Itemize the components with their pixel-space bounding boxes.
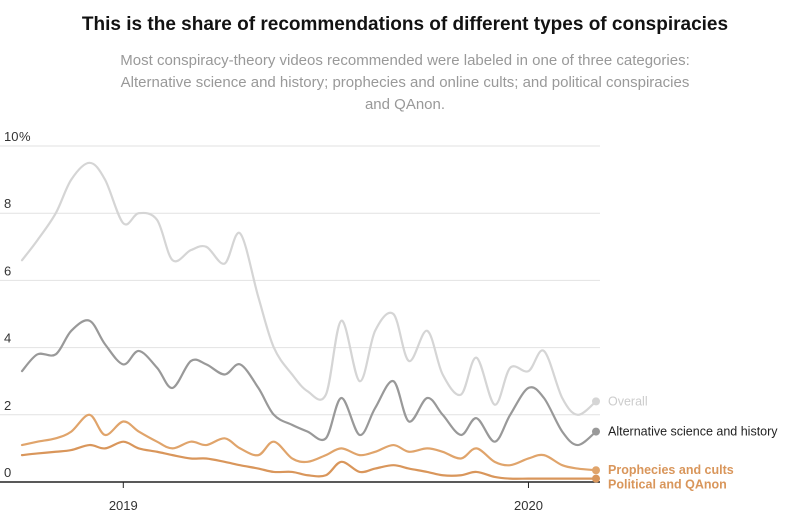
series-line-political-and-qanon (20, 440, 598, 480)
series-lines (20, 161, 600, 483)
series-label-prophecies-and-cults: Prophecies and cults (608, 463, 734, 477)
series-line-prophecies-and-cults (20, 413, 598, 472)
x-tick-label: 2020 (514, 498, 543, 513)
series-label-alternative-science-and-history: Alternative science and history (608, 425, 778, 439)
x-axis: 2019 2020 (109, 482, 543, 513)
series-label-political-and-qanon: Political and QAnon (608, 478, 727, 492)
chart-subtitle: Most conspiracy-theory videos recommende… (120, 52, 690, 113)
x-tick-label: 2019 (109, 498, 138, 513)
series-line-alternative-science-and-history (20, 319, 598, 447)
y-tick-label: 10 (4, 129, 18, 144)
y-tick-label: 2 (4, 398, 11, 413)
series-end-dot-overall (592, 397, 600, 406)
y-tick-label: 4 (4, 331, 11, 346)
series-labels: Overall Alternative science and history Pr… (608, 394, 778, 491)
y-axis: 0 2 4 6 8 10% (4, 129, 31, 480)
series-label-overall: Overall (608, 394, 648, 408)
series-line-overall (20, 161, 598, 416)
series-end-dot-political-and-qanon (592, 474, 600, 483)
y-unit-label: % (19, 129, 31, 144)
gridlines (0, 145, 600, 483)
y-tick-label: 0 (4, 465, 11, 480)
y-tick-label: 8 (4, 196, 11, 211)
y-tick-label: 6 (4, 263, 11, 278)
series-end-dot-alternative-science-and-history (592, 427, 600, 436)
series-end-dot-prophecies-and-cults (592, 466, 600, 475)
chart-title: This is the share of recommendations of … (81, 14, 729, 35)
